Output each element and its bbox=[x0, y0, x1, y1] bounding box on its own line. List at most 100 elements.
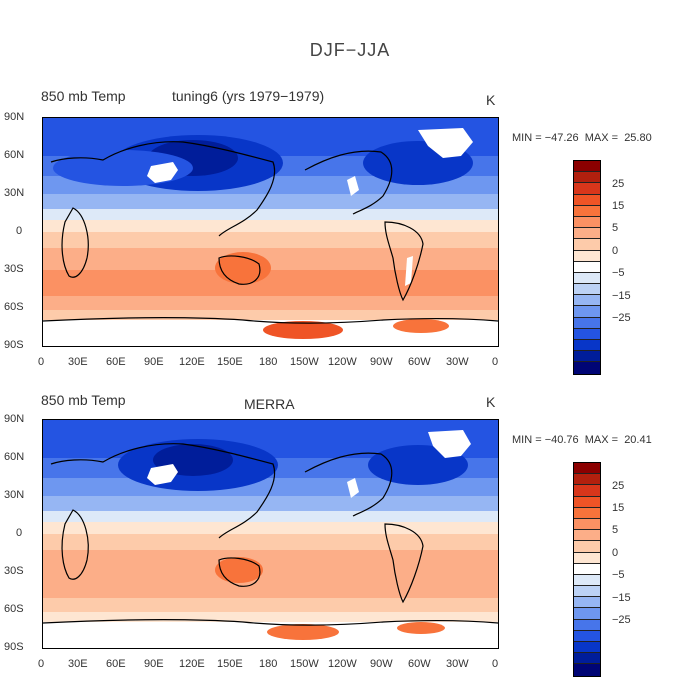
panel2-case-label: MERRA bbox=[244, 396, 295, 412]
panel1-xtick: 30W bbox=[446, 356, 469, 368]
panel2-xtick: 180 bbox=[259, 658, 278, 670]
panel1-xtick: 180 bbox=[259, 356, 278, 368]
panel2-colorbar-label: −5 bbox=[612, 569, 625, 581]
panel2-colorbar-label: −25 bbox=[612, 614, 631, 626]
panel1-ytick: 60S bbox=[4, 301, 24, 313]
colorbar-swatch bbox=[574, 328, 600, 340]
colorbar-swatch bbox=[574, 351, 600, 363]
panel2-colorbar-label: 5 bbox=[612, 524, 619, 536]
panel2-xtick: 60W bbox=[408, 658, 431, 670]
colorbar-swatch bbox=[574, 642, 600, 654]
panel1-ytick: 90S bbox=[4, 339, 24, 351]
colorbar-swatch bbox=[574, 216, 600, 229]
colorbar-swatch bbox=[574, 295, 600, 307]
panel2-ytick: 0 bbox=[16, 527, 23, 539]
panel2-xtick: 0 bbox=[38, 658, 45, 670]
panel2-colorbar bbox=[573, 462, 601, 677]
colorbar-swatch bbox=[574, 664, 600, 676]
panel2-xtick: 90E bbox=[144, 658, 164, 670]
colorbar-swatch bbox=[574, 653, 600, 665]
colorbar-swatch bbox=[574, 340, 600, 352]
panel1-ytick: 60N bbox=[4, 149, 25, 161]
colorbar-swatch bbox=[574, 597, 600, 609]
panel1-colorbar-label: −25 bbox=[612, 312, 631, 324]
panel2-map bbox=[42, 419, 499, 649]
panel2-colorbar-label: 0 bbox=[612, 547, 619, 559]
panel1-case-label: tuning6 (yrs 1979−1979) bbox=[172, 88, 325, 104]
panel1-xtick: 60W bbox=[408, 356, 431, 368]
panel2-ytick: 60N bbox=[4, 451, 25, 463]
panel1-xtick: 90E bbox=[144, 356, 164, 368]
panel1-colorbar bbox=[573, 160, 601, 375]
colorbar-swatch bbox=[574, 172, 600, 184]
panel1-min-max: MIN = −47.26 MAX = 25.80 bbox=[512, 132, 652, 144]
panel1-xtick: 0 bbox=[492, 356, 499, 368]
panel1-ytick: 30N bbox=[4, 187, 25, 199]
colorbar-swatch bbox=[574, 183, 600, 195]
colorbar-swatch bbox=[574, 362, 600, 374]
colorbar-swatch bbox=[574, 530, 600, 542]
colorbar-swatch bbox=[574, 463, 600, 475]
panel2-ytick: 90N bbox=[4, 413, 25, 425]
panel2-xtick: 150W bbox=[290, 658, 319, 670]
panel1-ytick: 30S bbox=[4, 263, 24, 275]
colorbar-swatch bbox=[574, 272, 600, 285]
colorbar-swatch bbox=[574, 317, 600, 329]
panel2-ytick: 30N bbox=[4, 489, 25, 501]
panel1-xtick: 30E bbox=[68, 356, 88, 368]
panel2-variable-label: 850 mb Temp bbox=[41, 392, 126, 408]
panel2-xtick: 30W bbox=[446, 658, 469, 670]
colorbar-swatch bbox=[574, 239, 600, 251]
panel1-xtick: 150W bbox=[290, 356, 319, 368]
panel2-ytick: 60S bbox=[4, 603, 24, 615]
panel1-map bbox=[42, 117, 499, 347]
colorbar-swatch bbox=[574, 261, 600, 273]
panel1-xtick: 150E bbox=[217, 356, 243, 368]
panel1-xtick: 0 bbox=[38, 356, 45, 368]
panel1-xtick: 120E bbox=[179, 356, 205, 368]
panel1-colorbar-label: 0 bbox=[612, 245, 619, 257]
colorbar-swatch bbox=[574, 518, 600, 531]
colorbar-swatch bbox=[574, 228, 600, 240]
panel1-colorbar-label: −5 bbox=[612, 267, 625, 279]
panel1-xtick: 120W bbox=[328, 356, 357, 368]
panel2-colorbar-label: 15 bbox=[612, 502, 625, 514]
panel2-xtick: 120E bbox=[179, 658, 205, 670]
colorbar-swatch bbox=[574, 306, 600, 318]
panel2-colorbar-label: −15 bbox=[612, 592, 631, 604]
colorbar-swatch bbox=[574, 619, 600, 631]
panel2-map-field bbox=[43, 420, 498, 648]
panel1-ytick: 90N bbox=[4, 111, 25, 123]
panel2-xtick: 150E bbox=[217, 658, 243, 670]
panel2-ytick: 90S bbox=[4, 641, 24, 653]
panel1-ytick: 0 bbox=[16, 225, 23, 237]
colorbar-swatch bbox=[574, 630, 600, 642]
panel2-colorbar-label: 25 bbox=[612, 480, 625, 492]
panel1-colorbar-label: 15 bbox=[612, 200, 625, 212]
colorbar-swatch bbox=[574, 552, 600, 564]
panel2-ytick: 30S bbox=[4, 565, 24, 577]
panel1-colorbar-label: 5 bbox=[612, 222, 619, 234]
panel1-colorbar-label: −15 bbox=[612, 290, 631, 302]
colorbar-swatch bbox=[574, 474, 600, 486]
colorbar-swatch bbox=[574, 496, 600, 508]
panel2-xtick: 0 bbox=[492, 658, 499, 670]
colorbar-swatch bbox=[574, 541, 600, 553]
colorbar-swatch bbox=[574, 284, 600, 296]
colorbar-swatch bbox=[574, 563, 600, 575]
panel2-xtick: 30E bbox=[68, 658, 88, 670]
figure-title: DJF−JJA bbox=[309, 40, 391, 60]
colorbar-swatch bbox=[574, 250, 600, 262]
panel1-colorbar-label: 25 bbox=[612, 178, 625, 190]
colorbar-swatch bbox=[574, 194, 600, 206]
panel1-map-field bbox=[43, 118, 498, 346]
colorbar-swatch bbox=[574, 205, 600, 217]
panel1-xtick: 60E bbox=[106, 356, 126, 368]
panel2-min-max: MIN = −40.76 MAX = 20.41 bbox=[512, 434, 652, 446]
panel2-xtick: 60E bbox=[106, 658, 126, 670]
panel2-xtick: 120W bbox=[328, 658, 357, 670]
colorbar-swatch bbox=[574, 485, 600, 497]
colorbar-swatch bbox=[574, 586, 600, 598]
panel2-xtick: 90W bbox=[370, 658, 393, 670]
panel1-xtick: 90W bbox=[370, 356, 393, 368]
